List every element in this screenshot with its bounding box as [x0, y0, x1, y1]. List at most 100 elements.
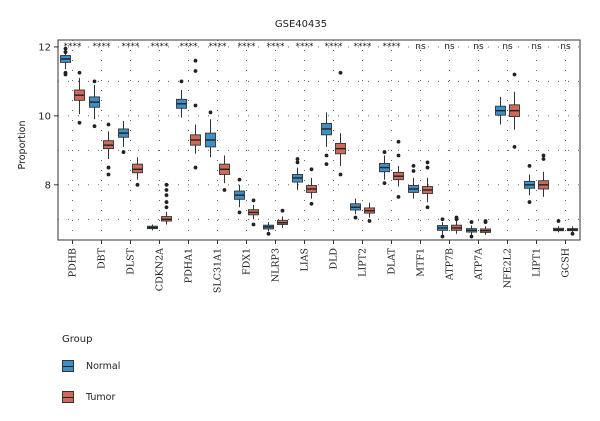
outlier-point-normal: [353, 215, 358, 220]
outlier-point-tumor: [164, 193, 169, 198]
outlier-point-normal: [295, 157, 300, 161]
outlier-point-tumor: [251, 198, 256, 203]
significance-label: ****: [209, 42, 228, 52]
significance-label: ns: [473, 42, 484, 52]
significance-label: ****: [151, 42, 170, 52]
outlier-point-tumor: [222, 188, 227, 192]
legend-label-tumor: Tumor: [86, 391, 116, 403]
outlier-point-normal: [63, 70, 68, 75]
outlier-point-normal: [527, 163, 532, 168]
significance-label: ****: [325, 42, 344, 52]
outlier-point-normal: [411, 169, 416, 173]
outlier-point-normal: [63, 46, 68, 51]
outlier-point-tumor: [338, 70, 343, 75]
x-tick-label: FDX1: [242, 248, 253, 275]
outlier-point-normal: [440, 217, 445, 222]
x-tick-label: DBT: [97, 247, 108, 269]
x-tick-label: ATP7B: [445, 248, 456, 281]
outlier-point-tumor: [541, 157, 546, 161]
outlier-point-tumor: [106, 122, 111, 127]
significance-label: ****: [383, 42, 402, 52]
significance-label: ****: [64, 42, 83, 52]
outlier-point-normal: [121, 150, 126, 154]
significance-label: ****: [238, 42, 257, 52]
outlier-point-tumor: [106, 172, 111, 177]
box-tumor: [132, 163, 143, 174]
boxplot-chart: GSE40435 Proportion 8 10 12 PDHB DBT DLST CDKN…: [17, 19, 581, 293]
significance-label: ****: [122, 42, 141, 52]
x-tick-label: LIAS: [300, 248, 311, 271]
y-tick-label: 12: [38, 42, 51, 53]
x-tick-label: GCSH: [561, 248, 572, 278]
significance-label: ****: [267, 42, 286, 52]
outlier-point-normal: [382, 181, 387, 186]
outlier-point-tumor: [454, 217, 459, 222]
outlier-point-tumor: [193, 103, 198, 108]
outlier-point-normal: [469, 220, 474, 224]
outlier-point-tumor: [193, 58, 198, 63]
x-tick-label: DLST: [126, 247, 137, 274]
outlier-point-normal: [237, 177, 242, 182]
outlier-point-tumor: [425, 165, 430, 170]
x-tick-label: NLRP3: [271, 248, 282, 282]
x-tick-label: LIPT1: [532, 248, 543, 277]
significance-label: ****: [93, 42, 112, 52]
outlier-point-normal: [324, 162, 329, 167]
outlier-point-normal: [179, 79, 184, 84]
x-tick-label: MTF1: [416, 248, 427, 277]
x-tick-label: DLD: [329, 248, 340, 270]
outlier-point-normal: [208, 110, 213, 115]
outlier-point-tumor: [280, 208, 285, 213]
outlier-point-normal: [324, 153, 329, 158]
outlier-point-tumor: [425, 205, 430, 210]
outlier-point-tumor: [338, 172, 343, 177]
outlier-point-normal: [411, 163, 416, 168]
outlier-point-tumor: [164, 188, 169, 192]
outlier-point-tumor: [251, 222, 256, 227]
legend-label-normal: Normal: [86, 360, 121, 372]
outlier-point-tumor: [570, 231, 575, 236]
outlier-point-normal: [556, 219, 561, 223]
x-tick-label: DLAT: [387, 247, 398, 274]
significance-label: ns: [415, 42, 426, 52]
significance-label: ns: [502, 42, 513, 52]
outlier-point-tumor: [396, 139, 401, 144]
outlier-point-tumor: [164, 182, 169, 187]
outlier-point-normal: [295, 160, 300, 165]
outlier-point-tumor: [164, 200, 169, 204]
outlier-point-normal: [382, 150, 387, 154]
plot-area: 8 10 12 PDHB DBT DLST CDKN2A PDHA1 SLC31A1 FDX1 NL…: [38, 39, 581, 293]
outlier-point-tumor: [164, 205, 169, 210]
significance-label: ****: [296, 42, 315, 52]
significance-label: ns: [531, 42, 542, 52]
outlier-point-normal: [527, 200, 532, 204]
outlier-point-tumor: [541, 153, 546, 158]
outlier-point-normal: [469, 234, 474, 239]
outlier-point-normal: [92, 124, 97, 129]
outlier-point-tumor: [193, 69, 198, 73]
x-tick-label: PDHA1: [184, 248, 195, 283]
legend-title: Group: [62, 334, 93, 345]
outlier-point-tumor: [77, 70, 82, 75]
outlier-point-normal: [440, 234, 445, 239]
x-tick-label: SLC31A1: [213, 248, 224, 293]
outlier-point-tumor: [425, 160, 430, 165]
significance-label: ns: [560, 42, 571, 52]
outlier-point-tumor: [396, 194, 401, 199]
outlier-point-normal: [237, 210, 242, 215]
significance-label: ns: [444, 42, 455, 52]
x-tick-label: CDKN2A: [155, 248, 166, 291]
outlier-point-tumor: [309, 201, 314, 206]
y-tick-label: 10: [38, 111, 51, 122]
outlier-point-normal: [92, 79, 97, 84]
x-tick-label: ATP7A: [474, 248, 485, 281]
outlier-point-normal: [63, 50, 68, 54]
outlier-point-tumor: [193, 165, 198, 170]
legend-item-normal: Normal: [62, 359, 120, 373]
outlier-point-tumor: [309, 167, 314, 172]
outlier-point-tumor: [106, 165, 111, 170]
outlier-point-tumor: [396, 153, 401, 158]
y-tick-label: 8: [45, 180, 51, 191]
x-tick-label: NFE2L2: [503, 248, 514, 288]
legend-key-tumor: [62, 391, 74, 403]
